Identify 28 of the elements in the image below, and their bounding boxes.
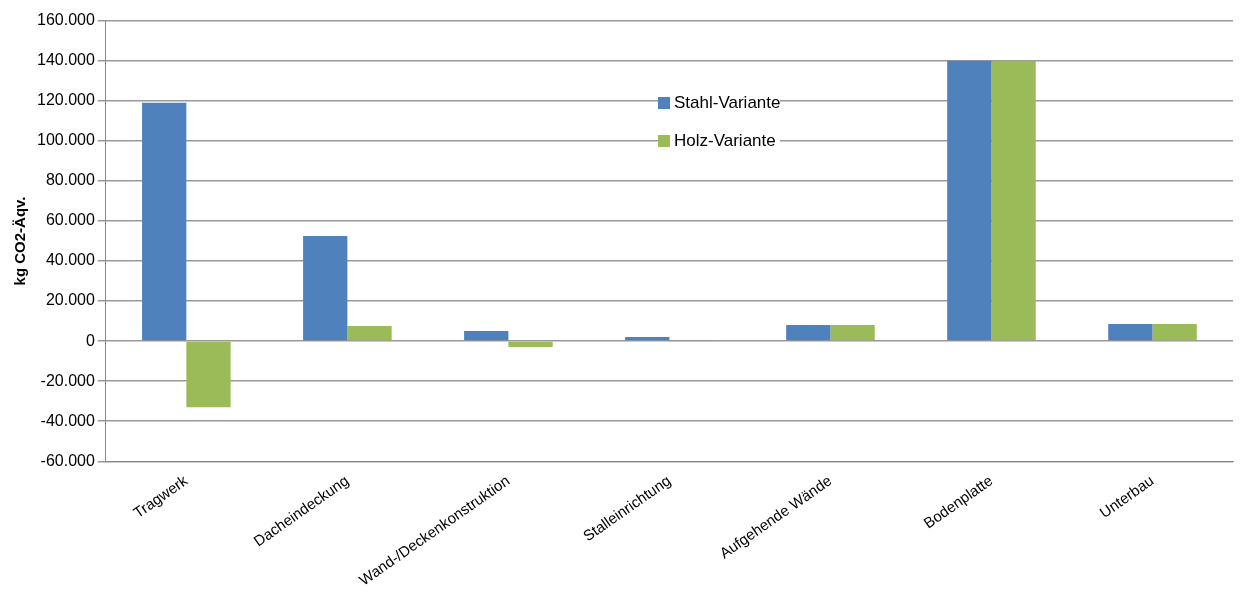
y-tick-label: -40.000 <box>40 411 95 429</box>
bar <box>186 341 231 408</box>
y-tick-label: 40.000 <box>45 251 95 269</box>
y-tick-label: 0 <box>85 331 95 349</box>
bar <box>786 325 831 341</box>
y-tick-label: 20.000 <box>45 291 95 309</box>
bar <box>508 341 553 348</box>
bar <box>303 235 348 341</box>
y-tick-label: 140.000 <box>36 51 95 69</box>
y-tick-label: -60.000 <box>40 451 95 469</box>
bar <box>1108 324 1153 341</box>
legend-label: Stahl-Variante <box>674 93 781 113</box>
y-tick-label: 120.000 <box>36 91 95 109</box>
y-tick-label: 60.000 <box>45 211 95 229</box>
y-tick-label: 80.000 <box>45 171 95 189</box>
bar <box>625 337 670 341</box>
bar <box>991 60 1036 341</box>
bar <box>830 325 875 341</box>
y-axis-title: kg CO2-Äqv. <box>11 196 29 286</box>
bar <box>142 102 187 341</box>
bar <box>347 326 392 341</box>
bar <box>464 331 509 341</box>
y-tick-label: 160.000 <box>36 11 95 29</box>
bar <box>1152 324 1197 341</box>
y-tick-label: -20.000 <box>40 371 95 389</box>
bar <box>947 60 992 341</box>
y-tick-label: 100.000 <box>36 131 95 149</box>
legend-label: Holz-Variante <box>674 131 776 151</box>
